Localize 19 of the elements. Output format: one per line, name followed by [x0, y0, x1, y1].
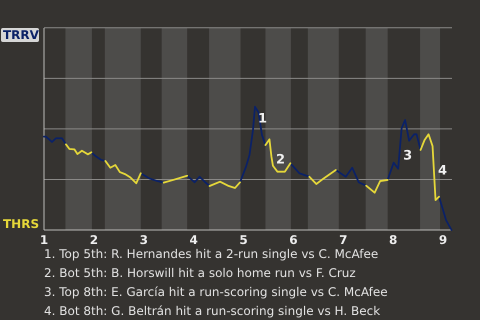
x-tick-label: 2	[90, 233, 98, 247]
x-tick-label: 4	[189, 233, 198, 247]
x-tick-label: 3	[140, 233, 148, 247]
annotation: 1	[258, 112, 268, 127]
text: 1. Top 5th: R. Hernandes hit a 2-run single vs C. McAfee	[44, 247, 378, 261]
x-tick-label: 8	[388, 233, 398, 247]
annotation: 4	[438, 163, 448, 178]
x-tick-label: 1	[40, 233, 48, 247]
text: 3. Top 8th: E. García hit a run-scoring single vs C. McAfee	[44, 285, 388, 299]
x-tick-label: 7	[339, 233, 348, 247]
x-tick-label: 5	[239, 233, 248, 247]
x-tick-label: 6	[289, 233, 298, 247]
text: 2. Bot 5th: B. Horswill hit a solo home run vs F. Cruz	[44, 266, 356, 280]
text: TRRV	[3, 28, 40, 42]
annotation: 2	[276, 152, 285, 168]
x-tick-label: 9	[438, 233, 448, 247]
text: 4. Bot 8th: G. Beltrán hit a run-scoring single vs H. Beck	[44, 304, 380, 318]
annotation: 3	[403, 148, 412, 164]
text: THRS	[3, 217, 40, 231]
